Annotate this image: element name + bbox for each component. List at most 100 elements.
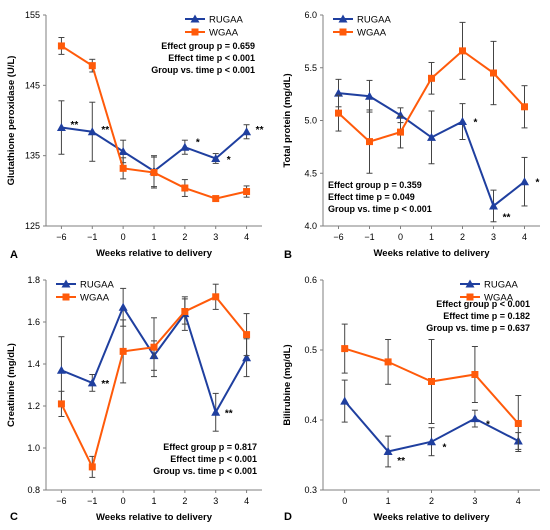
data-point [427, 437, 436, 446]
data-point [243, 331, 251, 339]
stats-annotation: Effect time p = 0.182 [443, 311, 530, 321]
data-point [181, 308, 189, 315]
y-tick-label: 1.2 [27, 401, 40, 411]
significance-marker: * [486, 420, 490, 431]
data-point [87, 127, 97, 136]
data-point [397, 128, 404, 136]
legend-label: WGAA [484, 293, 514, 304]
significance-marker: * [443, 443, 447, 454]
series-wgaa [57, 37, 251, 203]
x-tick-label: 2 [182, 496, 187, 506]
x-tick-label: 2 [460, 232, 465, 242]
data-point [242, 127, 252, 136]
data-point [212, 195, 220, 203]
y-tick-label: 145 [25, 80, 40, 90]
legend: RUGAA WGAA [460, 279, 518, 304]
y-axis-label: Total protein (mg/dL) [282, 73, 293, 167]
chart-panel-a: 125 135 145 155 −6 −1 0 1 2 3 4 Weeks relative to d… [6, 10, 264, 261]
x-tick-label: 0 [121, 232, 126, 242]
significance-marker: * [196, 138, 200, 149]
series-rugaa [334, 78, 529, 223]
significance-marker: ** [503, 213, 511, 224]
data-point [335, 109, 342, 117]
x-tick-label: 4 [244, 232, 249, 242]
series-wgaa [57, 283, 251, 478]
panel-letter: A [10, 249, 18, 261]
y-tick-label: 5.0 [304, 116, 317, 126]
panel-letter: B [284, 249, 292, 261]
x-tick-label: 1 [386, 496, 391, 506]
y-tick-label: 4.0 [304, 221, 317, 231]
data-point [489, 201, 498, 210]
x-tick-label: 4 [244, 496, 249, 506]
y-axis-label: Glutathione peroxidase (U/L) [6, 56, 17, 186]
y-tick-label: 1.4 [27, 359, 40, 369]
x-axis-label: Weeks relative to delivery [96, 512, 213, 523]
chart-panel-c: 0.8 1.0 1.2 1.4 1.6 1.8 −6 −1 0 1 2 3 4 Weeks relativ… [6, 275, 262, 523]
legend: RUGAA WGAA [333, 14, 391, 39]
legend-marker [190, 14, 200, 23]
x-tick-label: −1 [87, 496, 97, 506]
legend: RUGAA WGAA [185, 14, 243, 39]
y-tick-label: 1.0 [27, 443, 40, 453]
y-tick-label: 135 [25, 151, 40, 161]
y-axis-label: Bilirubine (mg/dL) [282, 344, 293, 425]
y-tick-label: 0.5 [304, 345, 317, 355]
stats-annotation: Effect group p = 0.817 [163, 442, 257, 452]
data-point [334, 88, 343, 97]
x-tick-label: 2 [429, 496, 434, 506]
y-tick-label: 0.4 [304, 415, 317, 425]
y-tick-label: 5.5 [304, 63, 317, 73]
significance-marker: * [536, 178, 540, 189]
data-point [56, 123, 66, 132]
y-tick-label: 125 [25, 221, 40, 231]
data-point [427, 132, 436, 141]
data-point [211, 407, 221, 416]
x-tick-label: 1 [151, 496, 156, 506]
data-point [57, 42, 65, 50]
x-axis-label: Weeks relative to delivery [374, 248, 491, 259]
x-tick-label: 1 [151, 232, 156, 242]
data-point [490, 69, 497, 77]
data-point [366, 138, 373, 146]
data-point [150, 343, 158, 351]
stats-annotation: Group vs. time p < 0.001 [153, 466, 257, 476]
y-tick-label: 1.6 [27, 317, 40, 327]
significance-marker: ** [101, 379, 109, 390]
data-point [150, 169, 158, 177]
chart-panel-b: 4.0 4.5 5.0 5.5 6.0 −6 −1 0 1 2 3 4 Weeks relative t… [282, 10, 540, 261]
y-tick-label: 0.8 [27, 485, 40, 495]
data-point [428, 378, 435, 385]
data-point [181, 184, 189, 192]
x-tick-label: −6 [56, 232, 66, 242]
significance-marker: * [227, 155, 231, 166]
data-point [180, 142, 190, 151]
data-point [119, 164, 127, 172]
data-point [383, 447, 393, 455]
data-point [56, 365, 66, 374]
panel-letter: C [10, 511, 18, 523]
significance-marker: ** [101, 125, 109, 136]
x-tick-label: −1 [87, 232, 97, 242]
panel-letter: D [284, 511, 292, 523]
significance-marker: ** [225, 408, 233, 419]
x-tick-label: −6 [56, 496, 66, 506]
chart-panel-d: 0.3 0.4 0.5 0.6 0 1 2 3 4 Weeks relative to deliv… [282, 275, 540, 523]
data-point [118, 146, 128, 155]
stats-annotation: Effect group p = 0.359 [328, 180, 422, 190]
significance-marker: ** [397, 456, 405, 467]
data-point [428, 74, 435, 82]
stats-annotation: Effect time p < 0.001 [170, 454, 257, 464]
stats-annotation: Effect group p < 0.001 [436, 299, 530, 309]
legend-marker [466, 293, 474, 301]
x-tick-label: 3 [213, 496, 218, 506]
data-point [341, 345, 349, 353]
data-point [384, 358, 392, 366]
stats-annotation: Effect time p < 0.001 [168, 53, 255, 63]
data-point [458, 117, 467, 126]
x-axis-label: Weeks relative to delivery [374, 512, 491, 523]
x-tick-label: 3 [472, 496, 477, 506]
legend-marker [339, 28, 347, 36]
stats-annotation: Group vs. time p = 0.637 [426, 323, 530, 333]
